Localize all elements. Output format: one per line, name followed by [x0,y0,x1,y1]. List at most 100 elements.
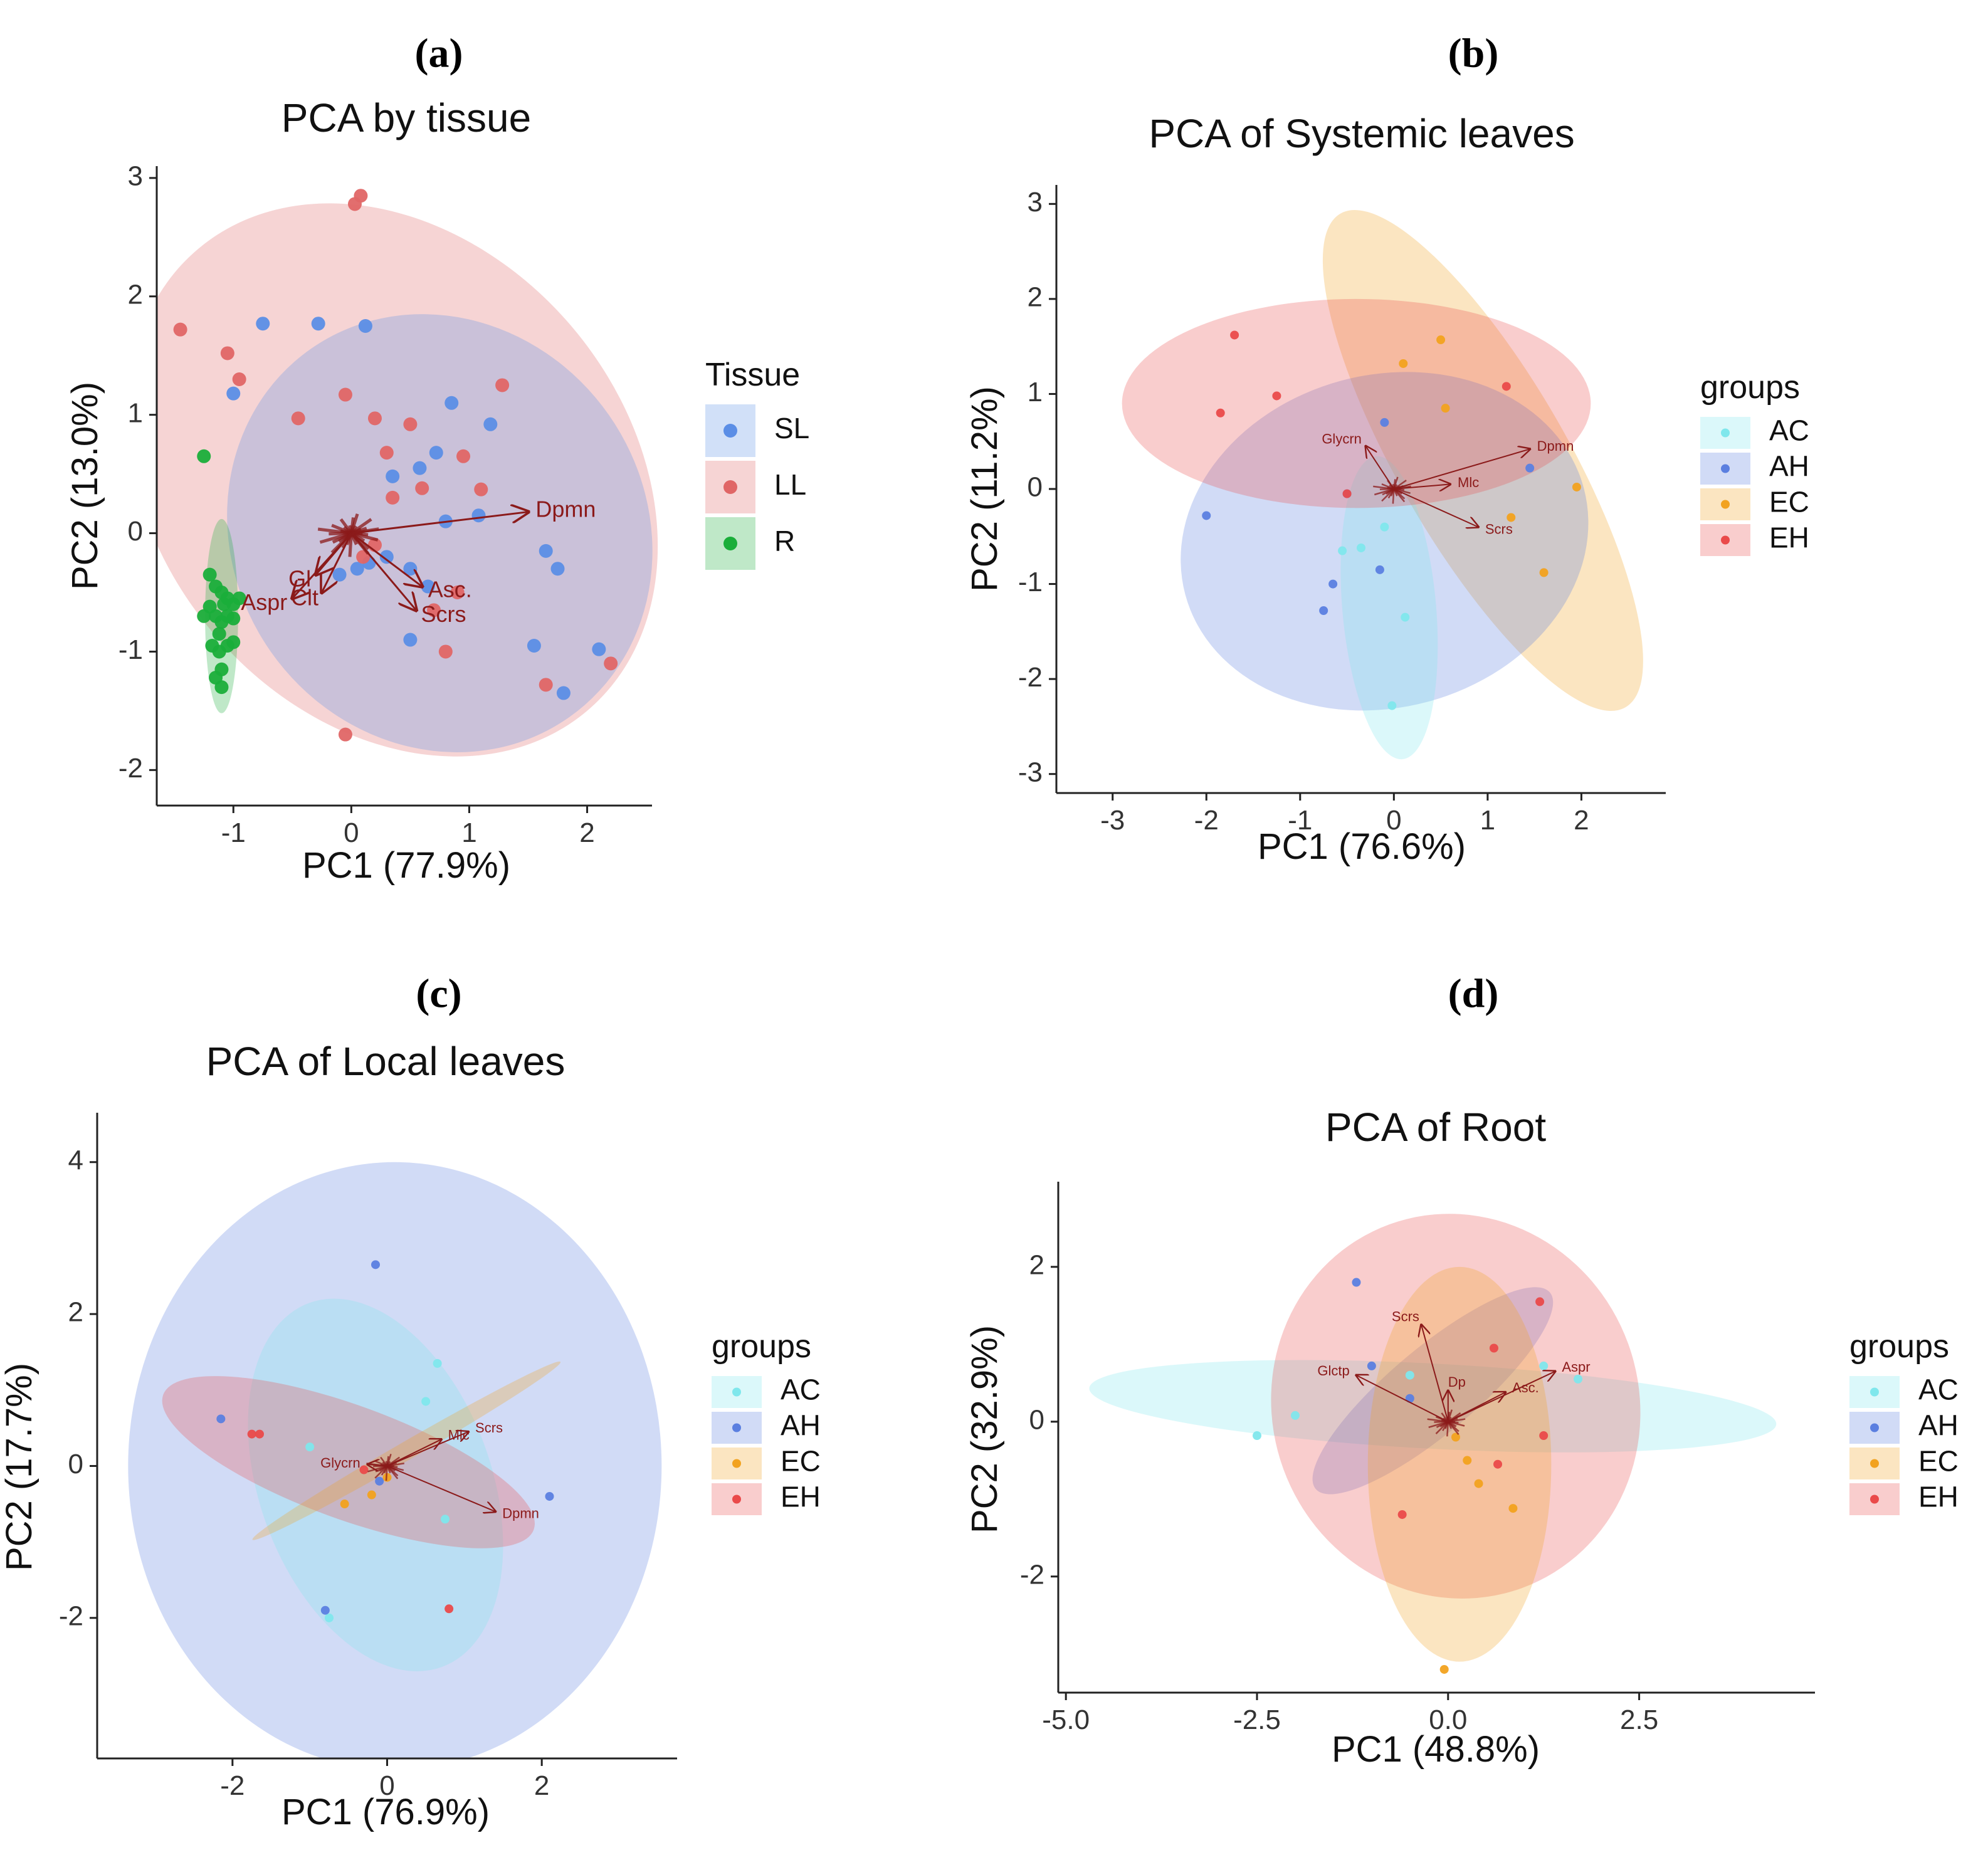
point-eh [1216,408,1225,418]
panel-label: (b) [1448,30,1499,76]
loading-arrow-scrs [1421,1325,1449,1422]
point-ah [1367,1361,1376,1370]
legend-label-ah: AH [1918,1409,1959,1442]
y-tick-label: 2 [68,1297,83,1328]
panel-label: (a) [415,30,463,76]
point-eh [1342,489,1352,498]
loading-label: Aspr [241,589,287,615]
legend-point-ah [732,1423,741,1432]
point-ac [1574,1374,1583,1384]
point-r [202,567,217,582]
y-tick-label: 4 [68,1145,83,1175]
confidence-ellipse-ec [1367,1266,1552,1662]
legend-point-sl [723,424,737,438]
legend-label-ec: EC [781,1445,821,1478]
point-ac [305,1442,315,1452]
loading-label: Dpmn [502,1506,539,1521]
point-ll [338,727,352,742]
loading-label: Dpmn [1537,438,1574,454]
point-ac [1539,1361,1549,1370]
legend-point-eh [1870,1495,1879,1504]
confidence-ellipse-ec [252,1361,561,1540]
x-tick-label: 2 [534,1770,549,1801]
panel-3: (c) PCA of Local leaves Dpmn Scrs Mlc Glycrn -… [0,970,821,1832]
loading-hub-line [1393,488,1406,503]
loading-hub-line [1436,1421,1449,1428]
loading-label: Glctp [1317,1363,1349,1379]
x-tick-label: -5.0 [1042,1705,1090,1735]
point-ec [1507,513,1516,522]
point-ac [433,1358,442,1368]
legend-point-ah [1870,1423,1879,1432]
legend-title: groups [712,1328,811,1365]
y-tick-label: -2 [59,1600,83,1631]
point-eh [1272,391,1281,401]
x-axis-title: PC1 (76.6%) [1258,826,1466,867]
point-ah [371,1260,380,1269]
legend-label-eh: EH [1769,522,1809,554]
loading-label: Scrs [421,601,466,627]
point-eh [359,1465,369,1474]
point-r [212,644,226,659]
x-tick-label: 2.5 [1620,1705,1658,1735]
point-ll [539,678,553,692]
point-sl [311,317,325,331]
y-axis-title: PC2 (13.0%) [65,382,105,590]
point-eh [1493,1459,1503,1469]
ellipse-layer [1122,210,1643,760]
y-tick-label: -1 [1018,567,1043,597]
loading-hub-line [1447,1409,1453,1422]
point-r [217,597,231,611]
legend-label-ah: AH [1769,450,1809,483]
point-ec [1572,482,1581,491]
point-ah [1380,418,1389,427]
legend-point-ec [732,1459,741,1468]
y-axis-title: PC2 (32.9%) [964,1325,1005,1533]
point-ac [1252,1431,1261,1441]
loading-hub-line [385,1466,388,1481]
loading-hub-line [381,1465,388,1476]
point-r [232,591,246,606]
legend-point-r [723,537,737,550]
loading-arrow-dpmn [351,512,528,535]
point-ac [421,1397,431,1406]
loading-hub-line [332,532,352,544]
point-ac [441,1515,450,1524]
legend-label-eh: EH [1918,1481,1959,1513]
point-ll [450,586,465,599]
legend-point-eh [1721,535,1730,545]
loading-arrow-glycrn [368,1464,387,1466]
loading-arrow-dpmn [387,1465,496,1511]
point-ll [379,446,394,460]
legend-point-ac [1721,428,1730,438]
loading-label: Mlc [448,1427,470,1443]
y-tick-label: 2 [1028,282,1043,313]
point-ec [1436,335,1446,345]
y-tick-label: 1 [1028,377,1043,407]
point-sl [429,446,443,460]
point-ec [1399,359,1408,368]
panel-4: (d) PCA of Root Aspr Scrs Glctp Asc. Dp -5.0 -2.… [964,970,1959,1770]
point-ll [495,378,510,392]
chart-title: PCA of Systemic leaves [1149,111,1574,156]
point-ec [1451,1432,1460,1442]
loading-label: Asc. [1512,1380,1539,1395]
point-sl [350,562,364,576]
point-r [197,449,211,463]
confidence-ellipse-eh [162,1376,535,1548]
point-ll [386,490,400,505]
point-ah [320,1605,330,1615]
point-ll [338,387,352,402]
point-ah [1525,463,1535,473]
point-ah [216,1414,226,1424]
point-ah [1375,565,1384,574]
point-ll [403,417,418,431]
confidence-ellipse-ac [1340,456,1438,760]
x-tick-label: 0 [344,817,359,848]
legend-point-ac [1870,1387,1879,1397]
loading-hub-line [386,1453,392,1466]
point-eh [1489,1343,1498,1353]
point-r [226,635,241,649]
